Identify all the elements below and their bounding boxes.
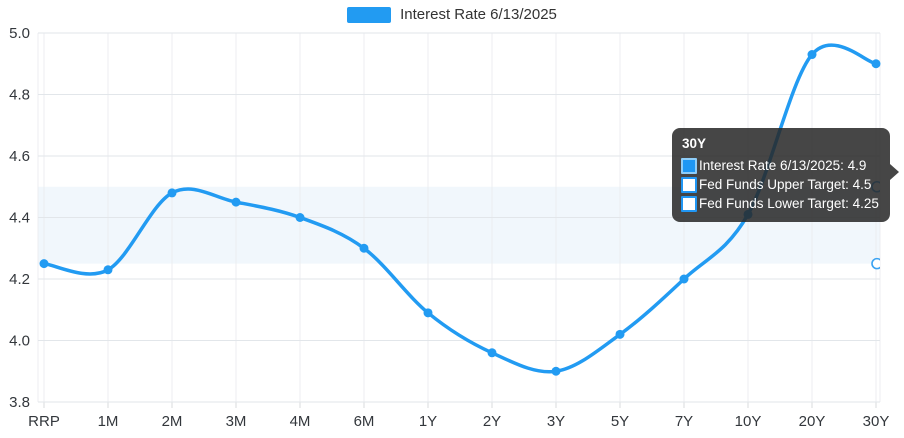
x-tick-label-2M: 2M <box>162 413 183 430</box>
tooltip-row: Interest Rate 6/13/2025: 4.9 <box>681 156 879 175</box>
x-tick-label-3Y: 3Y <box>547 413 565 430</box>
fed-funds-lower-target-marker[interactable] <box>871 257 882 270</box>
data-point-3Y[interactable] <box>551 366 561 376</box>
data-point-3M[interactable] <box>231 197 241 207</box>
data-point-20Y[interactable] <box>807 50 817 60</box>
tooltip-arrow <box>889 164 899 180</box>
series-swatch-filled-icon <box>681 157 697 174</box>
tooltip-row: Fed Funds Upper Target: 4.5 <box>681 175 879 194</box>
x-tick-label-RRP: RRP <box>28 413 60 430</box>
x-tick-label-3M: 3M <box>226 413 247 430</box>
y-tick-label: 3.8 <box>9 394 30 411</box>
tooltip: 30Y Interest Rate 6/13/2025: 4.9 Fed Fund… <box>672 128 899 222</box>
x-tick-label-20Y: 20Y <box>799 413 826 430</box>
tooltip-row: Fed Funds Lower Target: 4.25 <box>681 194 879 213</box>
y-tick-label: 4.2 <box>9 271 30 288</box>
series-swatch-hollow-icon <box>681 195 697 212</box>
data-point-30Y[interactable] <box>871 59 881 69</box>
x-tick-label-1Y: 1Y <box>419 413 437 430</box>
data-point-1M[interactable] <box>103 265 113 275</box>
y-tick-label: 4.6 <box>9 148 30 165</box>
x-tick-label-4M: 4M <box>290 413 311 430</box>
legend-swatch <box>347 7 392 23</box>
tooltip-row-text: Fed Funds Upper Target: 4.5 <box>699 177 872 192</box>
y-tick-label: 4.4 <box>9 210 30 227</box>
legend-label: Interest Rate 6/13/2025 <box>400 6 557 23</box>
y-tick-label: 5.0 <box>9 25 30 42</box>
tooltip-row-text: Fed Funds Lower Target: 4.25 <box>699 196 879 211</box>
x-tick-label-1M: 1M <box>98 413 119 430</box>
data-point-4M[interactable] <box>295 213 305 222</box>
x-tick-label-2Y: 2Y <box>483 413 501 430</box>
x-tick-label-30Y: 30Y <box>863 413 890 430</box>
series-swatch-hollow-icon <box>681 176 697 193</box>
legend-item-interest-rate[interactable]: Interest Rate 6/13/2025 <box>0 4 904 26</box>
y-tick-label: 4.8 <box>9 87 30 104</box>
tooltip-title: 30Y <box>682 136 707 151</box>
x-tick-label-10Y: 10Y <box>735 413 762 430</box>
data-point-6M[interactable] <box>359 243 369 253</box>
data-point-2M[interactable] <box>167 188 177 198</box>
data-point-7Y[interactable] <box>679 274 689 284</box>
y-tick-label: 4.0 <box>9 333 30 350</box>
x-tick-label-5Y: 5Y <box>611 413 629 430</box>
x-tick-label-7Y: 7Y <box>675 413 693 430</box>
data-point-1Y[interactable] <box>423 308 433 318</box>
tooltip-row-text: Interest Rate 6/13/2025: 4.9 <box>699 158 867 173</box>
data-point-2Y[interactable] <box>487 348 497 358</box>
data-point-5Y[interactable] <box>615 329 625 339</box>
data-point-RRP[interactable] <box>39 259 49 269</box>
x-tick-label-6M: 6M <box>354 413 375 430</box>
